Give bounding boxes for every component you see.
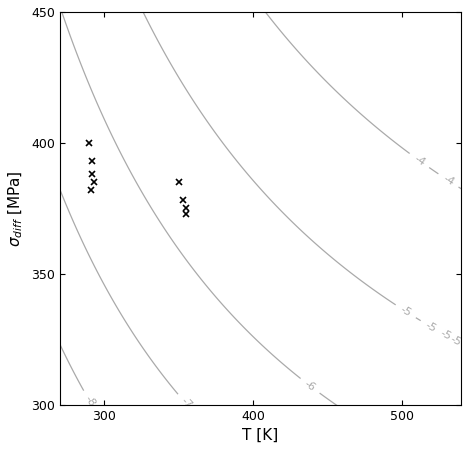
Text: -5: -5 — [398, 304, 413, 319]
Text: -7: -7 — [178, 396, 193, 411]
Text: -8: -8 — [83, 394, 97, 409]
Text: -4: -4 — [412, 153, 427, 168]
Text: -5: -5 — [424, 320, 438, 334]
Y-axis label: $\sigma_{diff}$ [MPa]: $\sigma_{diff}$ [MPa] — [7, 170, 25, 247]
Text: -5: -5 — [449, 334, 463, 348]
Text: -5: -5 — [460, 340, 468, 353]
Text: -6: -6 — [303, 378, 317, 393]
Text: -5: -5 — [439, 328, 453, 342]
X-axis label: T [K]: T [K] — [242, 428, 278, 443]
Text: -4: -4 — [441, 173, 456, 188]
Text: -3: -3 — [461, 3, 468, 18]
